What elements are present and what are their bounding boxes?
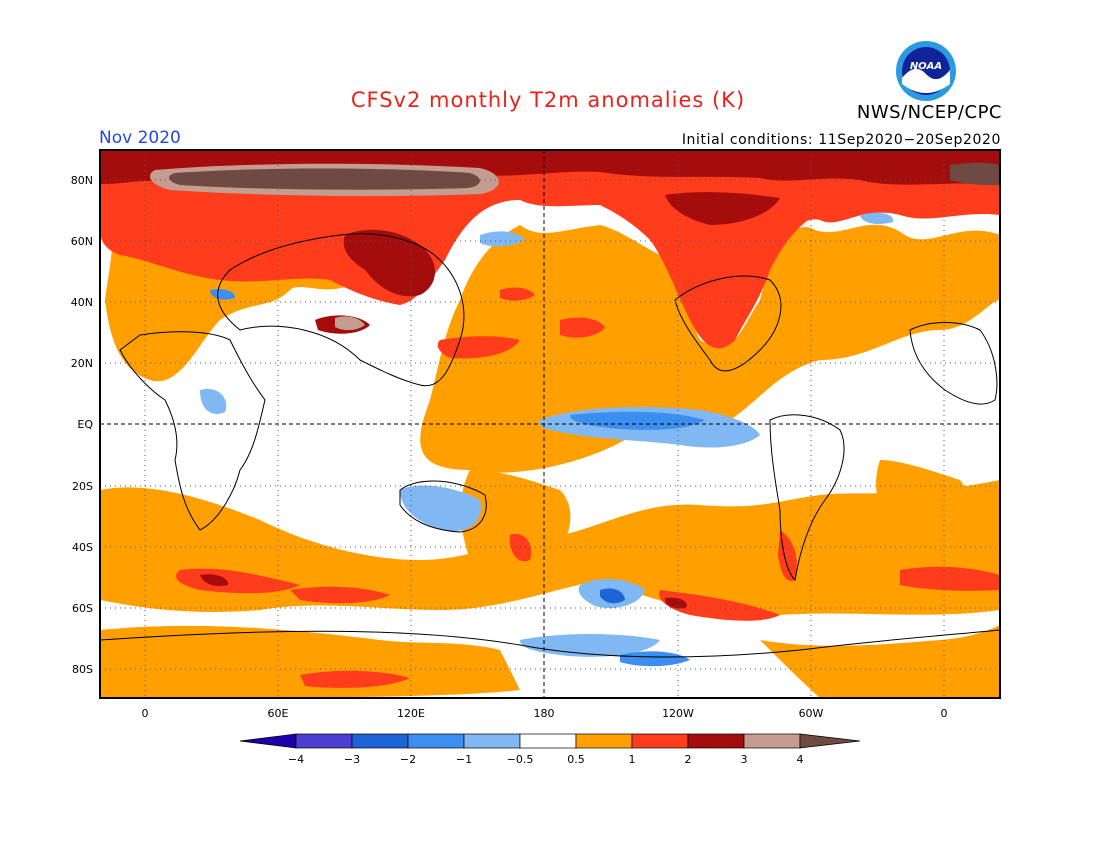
lat-label: EQ [77,418,93,431]
colorbar-label: 0.5 [567,753,585,766]
latitude-labels: 80N 60N 40N 20N EQ 20S 40S 60S 80S [71,174,94,676]
colorbar-label: −3 [344,753,360,766]
colorbar-segment [295,733,353,749]
colorbar-arrow-cold [239,733,297,749]
colorbar-arrow-warm [799,733,861,749]
colorbar-segment [743,733,801,749]
anomaly-regions-extreme [150,162,1000,331]
grid-lines [100,150,1000,698]
lon-label: 180 [534,707,555,720]
colorbar-segment [575,733,633,749]
lon-label: 0 [941,707,948,720]
coastlines [100,233,1000,658]
forecast-period: Nov 2020 [99,128,181,148]
lat-label: 40S [72,541,93,554]
colorbar-label: 4 [797,753,804,766]
colorbar-segment [351,733,409,749]
colorbar-segment [519,733,577,749]
colorbar-label: 2 [685,753,692,766]
colorbar-label: −2 [400,753,416,766]
colorbar: −4 −3 −2 −1 −0.5 0.5 1 2 3 4 [239,733,861,766]
lat-label: 60N [71,235,93,248]
colorbar-segment [631,733,689,749]
map-field [100,150,1000,698]
lon-label: 120E [397,707,425,720]
anomaly-regions-cool [200,212,894,667]
colorbar-segment [407,733,465,749]
colorbar-label: −4 [288,753,304,766]
lon-label: 120W [662,707,694,720]
colorbar-label: 1 [629,753,636,766]
lat-label: 40N [71,296,93,309]
initial-conditions: Initial conditions: 11Sep2020−20Sep2020 [681,132,1001,148]
logo-text: NOAA [910,61,942,72]
lat-label: 80S [72,663,93,676]
colorbar-segment [687,733,745,749]
lon-label: 0 [142,707,149,720]
anomaly-regions-warm [100,150,1000,698]
map-title: CFSv2 monthly T2m anomalies (K) [350,88,746,112]
lat-label: 60S [72,602,93,615]
colorbar-label: −1 [456,753,472,766]
map-frame [99,149,1001,699]
colorbar-label: −0.5 [507,753,534,766]
lon-label: 60W [799,707,824,720]
noaa-logo: NOAA [896,41,956,101]
lon-label: 60E [268,707,289,720]
colorbar-label: 3 [741,753,748,766]
lat-label: 20S [72,480,93,493]
colorbar-segment [463,733,521,749]
equator-dateline [100,150,1000,698]
agency-label: NWS/NCEP/CPC [856,102,1002,123]
longitude-labels: 0 60E 120E 180 120W 60W 0 [142,707,948,720]
lat-label: 80N [71,174,93,187]
lat-label: 20N [71,357,93,370]
